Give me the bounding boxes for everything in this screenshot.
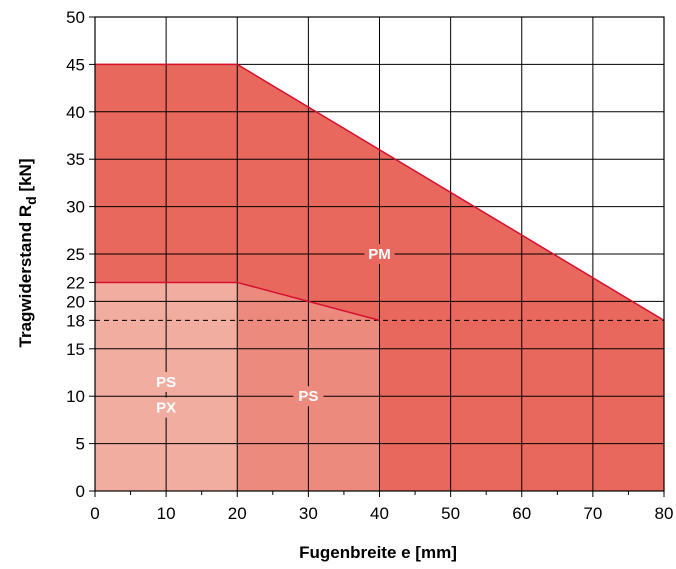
x-axis-title: Fugenbreite e [mm] [299,543,457,562]
y-tick-label: 10 [66,387,85,406]
region-label-ps: PS [298,388,318,405]
y-axis-title: Tragwiderstand Rd [kN] [16,159,39,348]
y-tick-label: 30 [66,198,85,217]
y-tick-label: 25 [66,245,85,264]
y-axis-title-unit: [kN] [16,159,35,197]
x-tick-label: 20 [228,504,247,523]
y-tick-label: 18 [66,311,85,330]
chart-grid [95,17,664,491]
y-tick-label: 45 [66,55,85,74]
region-label-ps-upper-bg [151,371,182,392]
region-label-ps-upper: PS [156,374,176,391]
x-tick-label: 80 [655,504,674,523]
series-line-pm [95,63,665,322]
x-tick-label: 70 [583,504,602,523]
region-label-ps-bg [293,386,324,407]
series-line-ps [95,281,380,322]
y-tick-label: 35 [66,150,85,169]
x-tick-label: 40 [370,504,389,523]
y-tick-label: 50 [66,8,85,27]
region-labels: PM PS PS PX [151,244,395,418]
region-label-pm: PM [368,246,391,263]
x-tick-label: 10 [157,504,176,523]
y-axis-title-main: Tragwiderstand R [16,205,35,348]
region-label-pm-bg [364,244,395,264]
y-tick-label: 40 [66,103,85,122]
y-tick-label: 20 [66,292,85,311]
region-label-px: PX [156,400,176,417]
x-tick-label: 0 [90,504,99,523]
y-tick-label: 22 [66,273,85,292]
x-tick-label: 50 [441,504,460,523]
x-tick-label: 60 [512,504,531,523]
region-label-px-bg [151,397,182,418]
y-tick-label: 15 [66,340,85,359]
x-tick-label: 30 [299,504,318,523]
axis-ticks: 0 10 20 30 40 50 60 70 8005101518202225303540455… [66,8,673,523]
y-axis-title-sub: d [23,196,39,205]
y-tick-label: 5 [76,435,85,454]
chart-series-lines [95,63,665,322]
y-tick-label: 0 [76,482,85,501]
